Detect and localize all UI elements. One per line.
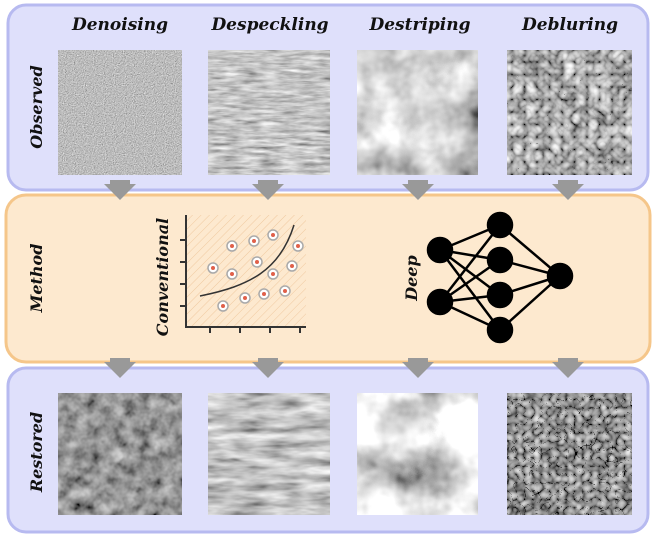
method-label: Deep	[402, 255, 421, 301]
arrows	[104, 180, 584, 378]
scatter-illustration	[180, 215, 306, 333]
row-label: Observed	[27, 65, 46, 148]
restored-image	[58, 393, 182, 515]
observed-image	[58, 50, 182, 175]
restored-image	[507, 393, 632, 515]
column-title: Destriping	[369, 15, 471, 35]
restored-image	[357, 393, 478, 515]
method-label: Conventional	[153, 218, 172, 336]
column-title: Debluring	[521, 15, 618, 35]
observed-image	[208, 50, 330, 175]
column-title: Despeckling	[210, 15, 328, 35]
row-label: Restored	[27, 412, 46, 493]
observed-image	[507, 50, 632, 175]
row-label: Method	[27, 244, 46, 314]
neural-network	[426, 211, 574, 344]
observed-image	[357, 50, 478, 175]
method-panel	[4, 193, 652, 364]
column-title: Denoising	[71, 15, 168, 35]
restored-image	[208, 393, 330, 515]
